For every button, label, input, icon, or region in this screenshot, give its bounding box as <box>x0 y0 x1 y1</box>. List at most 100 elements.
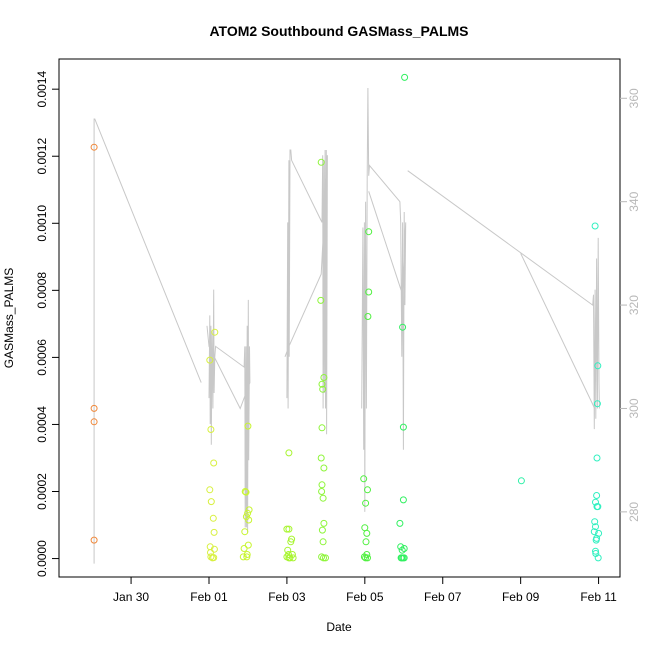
trace-segment-5 <box>520 253 596 409</box>
data-point <box>363 551 371 558</box>
data-point <box>360 475 368 483</box>
data-point <box>245 516 253 524</box>
data-point <box>285 525 293 533</box>
data-point <box>590 528 598 536</box>
y-tick-label: 0.0000 <box>35 540 49 577</box>
data-point <box>90 143 98 151</box>
y-tick-label: 0.0008 <box>35 272 49 309</box>
y-tick-label: 0.0010 <box>35 205 49 242</box>
y-tick-label: 0.0014 <box>35 71 49 108</box>
y-tick-label: 0.0004 <box>35 406 49 443</box>
trace-segment-2 <box>284 149 328 435</box>
data-point <box>594 503 602 511</box>
data-point <box>317 296 325 304</box>
data-point <box>592 523 599 531</box>
data-point <box>320 374 328 381</box>
data-point <box>318 526 326 534</box>
data-point <box>211 328 219 336</box>
y2-tick-label: 300 <box>627 398 641 418</box>
data-point <box>322 554 329 562</box>
data-point <box>244 541 252 549</box>
y2-tick-label: 320 <box>627 295 641 315</box>
data-point <box>90 536 98 544</box>
data-point <box>320 554 327 562</box>
y-axis: 0.0000 0.0002 0.0004 0.0006 0.0008 0.0010 0.00… <box>35 71 59 577</box>
data-point <box>397 543 405 551</box>
data-point <box>207 498 215 506</box>
points-layer <box>90 73 603 562</box>
data-point <box>396 519 404 527</box>
data-point <box>362 538 370 546</box>
data-point <box>210 528 218 536</box>
x-tick-label: Feb 09 <box>502 590 540 604</box>
data-point <box>364 313 372 320</box>
data-point <box>592 536 600 544</box>
data-point <box>283 553 291 561</box>
data-point <box>288 535 296 543</box>
data-point <box>365 228 373 236</box>
data-point <box>399 323 407 331</box>
data-point <box>244 509 252 517</box>
data-point <box>593 400 601 408</box>
data-point <box>320 519 328 527</box>
data-point <box>317 158 325 166</box>
x-tick-label: Feb 07 <box>424 590 462 604</box>
data-point <box>207 553 215 561</box>
y-tick-label: 0.0012 <box>35 138 49 175</box>
data-point <box>591 222 599 230</box>
x-tick-label: Feb 03 <box>268 590 306 604</box>
data-point <box>363 529 371 537</box>
data-point <box>209 514 217 522</box>
data-point <box>241 528 249 536</box>
data-point <box>210 459 218 467</box>
data-point <box>243 553 251 561</box>
x-tick-label: Feb 01 <box>190 590 228 604</box>
data-point <box>594 554 602 562</box>
data-point <box>206 356 214 364</box>
plot-frame <box>58 58 621 578</box>
data-point <box>318 488 326 495</box>
data-point <box>206 486 214 494</box>
data-point <box>241 488 249 495</box>
data-point <box>399 496 407 504</box>
data-point <box>365 288 373 296</box>
data-point <box>592 547 599 555</box>
data-point <box>244 422 252 430</box>
y-axis-label: GASMass_PALMS <box>2 268 16 368</box>
x-tick-label: Jan 30 <box>113 590 149 604</box>
data-point <box>362 499 370 507</box>
trace-segment-0 <box>93 118 202 564</box>
data-point <box>320 464 328 472</box>
data-point <box>594 362 602 370</box>
data-point <box>400 554 408 562</box>
data-point <box>364 486 371 494</box>
data-point <box>319 538 327 546</box>
x-axis-label: Date <box>326 620 352 634</box>
data-point <box>210 545 218 553</box>
data-point <box>591 518 599 526</box>
data-point <box>207 426 215 433</box>
trace-layer <box>93 87 600 564</box>
data-point <box>285 449 293 457</box>
data-point <box>283 525 291 533</box>
data-point <box>243 551 251 558</box>
data-point <box>240 545 248 552</box>
y-tick-label: 0.0006 <box>35 339 49 376</box>
x-tick-label: Feb 11 <box>580 590 617 604</box>
y2-tick-label: 280 <box>627 502 641 522</box>
chart-title: ATOM2 Southbound GASMass_PALMS <box>209 23 468 39</box>
data-point <box>364 554 371 562</box>
data-point <box>284 546 292 554</box>
data-point <box>242 488 250 496</box>
data-point <box>401 73 409 81</box>
y-tick-label: 0.0002 <box>35 473 49 510</box>
data-point <box>362 554 370 562</box>
data-point <box>319 494 327 502</box>
data-point <box>361 524 369 532</box>
data-point <box>517 477 525 485</box>
data-point <box>90 418 98 426</box>
data-point <box>593 492 601 499</box>
data-point <box>400 545 408 552</box>
x-tick-label: Feb 05 <box>346 590 384 604</box>
